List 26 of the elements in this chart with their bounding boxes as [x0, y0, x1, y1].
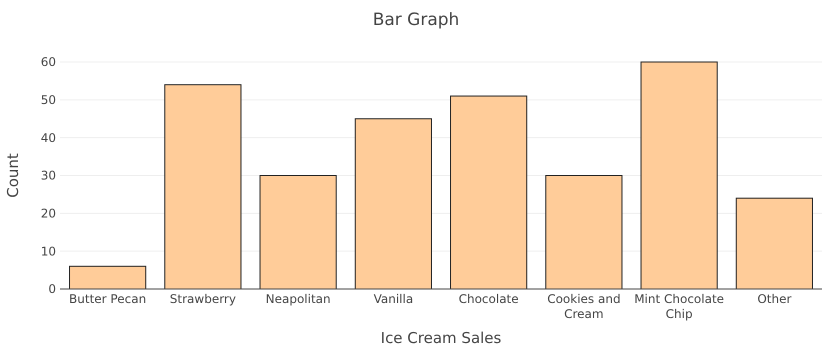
bar — [164, 84, 242, 290]
bar — [640, 62, 718, 290]
x-tick-label: Chocolate — [458, 292, 519, 306]
bar — [545, 175, 622, 290]
x-tick-label: Vanilla — [374, 292, 414, 306]
bar — [354, 118, 432, 290]
x-tick-label: Strawberry — [170, 292, 236, 306]
bar — [260, 175, 337, 290]
y-tick-label: 40 — [40, 130, 56, 145]
x-tick-label: Cookies and Cream — [547, 292, 621, 321]
x-axis-title: Ice Cream Sales — [380, 329, 502, 347]
y-tick-label: 20 — [40, 206, 56, 221]
bar — [69, 266, 146, 290]
y-tick-label: 30 — [40, 168, 56, 183]
x-tick-label: Mint Chocolate Chip — [634, 292, 724, 321]
y-tick-label: 10 — [40, 244, 56, 258]
y-axis-title: Count — [4, 153, 22, 198]
chart-title: Bar Graph — [372, 10, 460, 30]
y-tick-label: 50 — [40, 93, 56, 108]
y-tick-label: 60 — [40, 55, 56, 70]
bar — [736, 198, 813, 290]
y-tick-label: 0 — [48, 282, 56, 296]
bar — [450, 96, 528, 290]
x-tick-label: Butter Pecan — [69, 292, 146, 306]
x-tick-label: Other — [757, 292, 792, 306]
x-tick-label: Neapolitan — [266, 292, 331, 306]
